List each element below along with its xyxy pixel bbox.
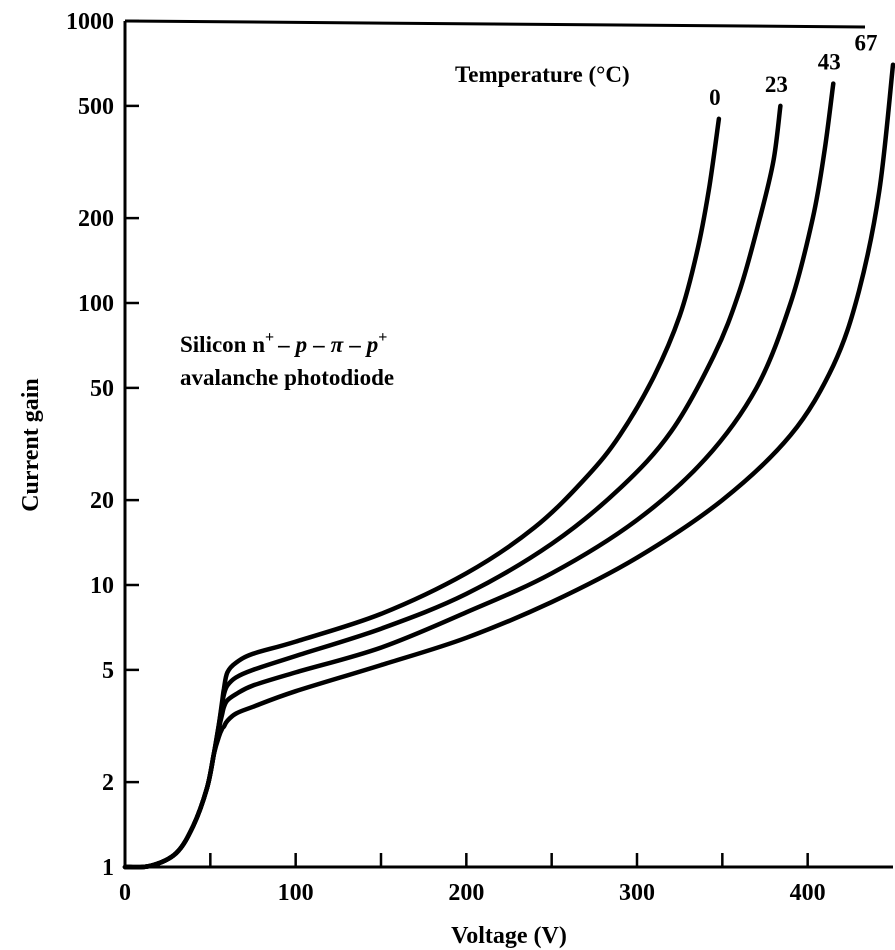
x-tick-label-100: 100 <box>278 880 314 906</box>
x-tick-label-300: 300 <box>619 880 655 906</box>
superscript-plus-1: + <box>265 329 274 346</box>
series-labels: 0 23 43 67 <box>709 31 877 110</box>
y-tick-label-1: 1 <box>102 855 114 881</box>
y-tick-label-100: 100 <box>78 291 114 317</box>
y-tick-label-1000: 1000 <box>66 9 114 35</box>
y-ticks: 1 2 5 10 20 50 100 200 500 1000 <box>66 9 139 881</box>
y-tick-label-20: 20 <box>90 488 114 514</box>
legend-title: Temperature (°C) <box>455 62 630 87</box>
x-tick-label-400: 400 <box>790 880 826 906</box>
x-ticks: 0 100 200 300 400 <box>119 853 826 906</box>
curve-23c <box>122 103 783 870</box>
annotation-line-1: Silicon n+ – p – π – p+ <box>180 329 387 357</box>
letter-p-2: p <box>365 332 379 357</box>
curve-67c <box>122 62 895 870</box>
top-frame-line <box>124 19 866 29</box>
series-label-67c: 67 <box>855 31 878 56</box>
series-label-0c: 0 <box>709 85 721 110</box>
y-axis-title: Current gain <box>18 378 44 512</box>
dash-1: – <box>277 332 290 357</box>
x-tick-label-200: 200 <box>448 880 484 906</box>
curve-43c <box>122 81 836 870</box>
x-tick-label-0: 0 <box>119 880 131 906</box>
dash-3: – <box>348 332 361 357</box>
superscript-plus-2: + <box>378 329 387 346</box>
y-tick-label-200: 200 <box>78 206 114 232</box>
y-tick-label-500: 500 <box>78 94 114 120</box>
annotation-line-1-text: Silicon n <box>180 332 265 357</box>
x-axis-title: Voltage (V) <box>451 923 567 949</box>
series-label-43c: 43 <box>818 50 841 75</box>
letter-pi: π <box>331 332 345 357</box>
curves <box>122 62 895 870</box>
y-tick-label-2: 2 <box>102 770 114 796</box>
axes <box>123 19 893 869</box>
letter-p-1: p <box>294 332 308 357</box>
y-tick-label-5: 5 <box>102 658 114 684</box>
y-tick-label-50: 50 <box>90 376 114 402</box>
annotation-line-2: avalanche photodiode <box>180 365 394 390</box>
y-tick-label-10: 10 <box>90 573 114 599</box>
series-label-23c: 23 <box>765 72 788 97</box>
dash-2: – <box>312 332 325 357</box>
